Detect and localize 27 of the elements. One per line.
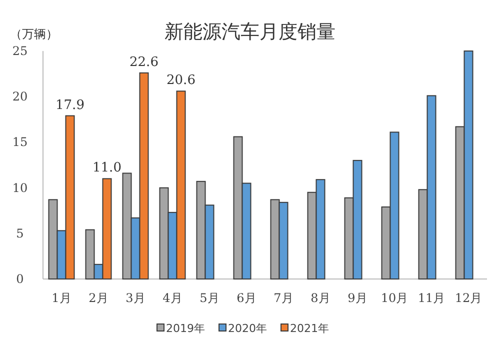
data-label: 11.0	[92, 160, 122, 176]
y-tick-label: 25	[12, 44, 28, 58]
data-label: 22.6	[130, 54, 158, 70]
x-tick-label: 10月	[380, 291, 408, 305]
y-tick-label: 10	[12, 180, 28, 195]
y-tick-label: 0	[16, 272, 24, 286]
y-axis-title: （万辆）	[10, 27, 58, 41]
x-tick-label: 8月	[310, 291, 330, 305]
x-tick-label: 2月	[88, 291, 108, 305]
x-tick-label: 11月	[418, 291, 446, 305]
data-label: 17.9	[56, 98, 84, 113]
y-tick-label: 15	[12, 135, 28, 150]
legend-label: 2019年	[166, 322, 205, 335]
legend-label: 2021年	[290, 322, 329, 335]
x-tick-label: 9月	[348, 291, 368, 305]
legend-label: 2020年	[228, 322, 267, 335]
data-label: 20.6	[166, 73, 196, 88]
y-tick-label: 20	[12, 90, 28, 104]
x-tick-label: 3月	[126, 291, 146, 305]
x-tick-label: 7月	[274, 291, 294, 305]
chart-title: 新能源汽车月度销量	[164, 21, 336, 43]
x-tick-label: 6月	[236, 291, 256, 305]
x-tick-label: 5月	[200, 291, 220, 305]
x-tick-label: 1月	[52, 291, 72, 305]
y-tick-label: 5	[16, 226, 24, 240]
x-tick-label: 12月	[454, 291, 482, 305]
x-tick-label: 4月	[162, 291, 182, 305]
